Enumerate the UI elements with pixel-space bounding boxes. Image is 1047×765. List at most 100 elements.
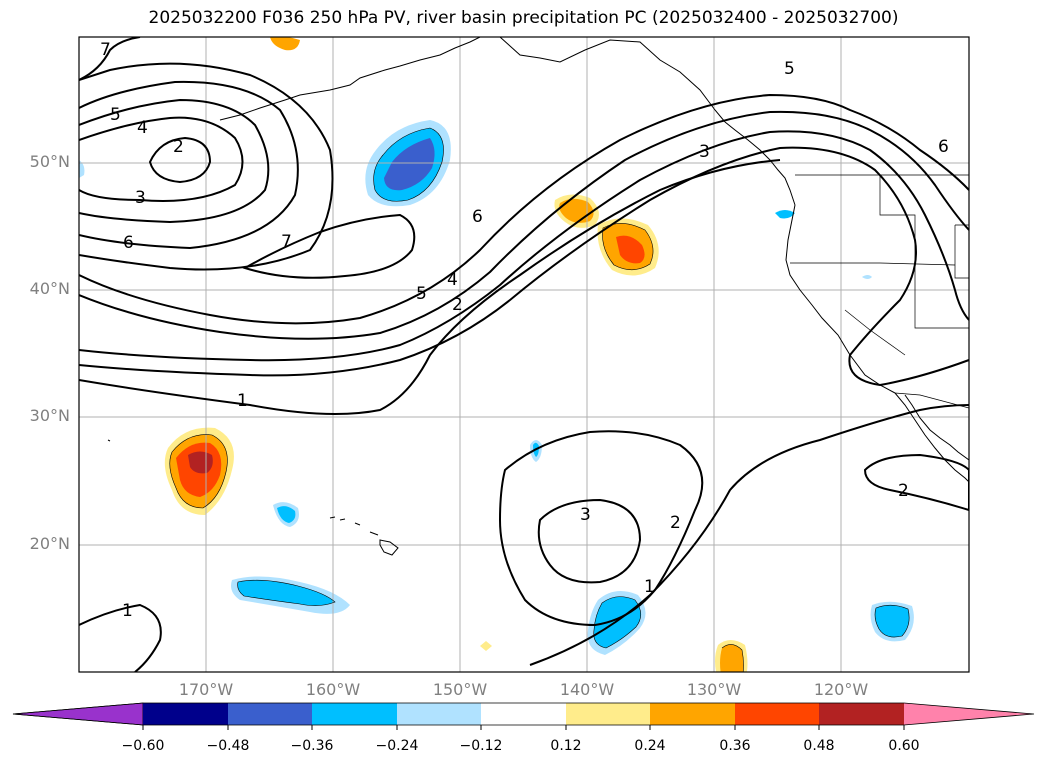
shade-blob-neg [277, 506, 296, 523]
colorbar [12, 702, 1035, 730]
contour-label: 5 [416, 284, 427, 304]
lon-label: 150°W [432, 680, 488, 699]
coast-gulf-california [904, 394, 969, 461]
colorbar-tick-label: 0.48 [803, 738, 835, 754]
shade-fleck [79, 160, 85, 178]
pv-contour-2-jet [79, 146, 969, 387]
border-state-3 [844, 309, 906, 356]
border-state-4 [954, 224, 969, 279]
colorbar-tick-label: 0.36 [719, 738, 751, 754]
shade-blob-pos [720, 644, 744, 672]
colorbar-bin [819, 703, 904, 725]
border-state-2 [879, 175, 969, 329]
coast-baja [894, 392, 969, 483]
pv-contour-2-east [863, 453, 969, 512]
contour-label: 4 [447, 270, 458, 290]
shade-fleck [862, 275, 872, 279]
lat-label: 30°N [29, 406, 70, 425]
coast-hawaii [329, 516, 399, 556]
contour-label: 4 [137, 118, 148, 138]
contour-label: 2 [452, 295, 463, 315]
colorbar-tick-label: −0.12 [459, 738, 503, 754]
shade-blob-neg [384, 138, 435, 191]
contour-label: 5 [784, 59, 795, 79]
contour-label: 5 [110, 105, 121, 125]
contour-label: 1 [644, 577, 655, 597]
shading-outlines [169, 127, 910, 672]
contour-label: 6 [472, 207, 483, 227]
contour-label: 1 [237, 391, 248, 411]
contour-label: 2 [898, 481, 909, 501]
pv-contour-1-sub [529, 404, 969, 666]
coast-alaska-south [499, 37, 726, 123]
coast-us-west [785, 204, 896, 394]
shade-blob-pos [616, 235, 645, 264]
pv-contour-7-top [79, 37, 141, 81]
colorbar-tick-label: 0.12 [550, 738, 582, 754]
lat-label: 40°N [29, 279, 70, 298]
contour-label: 3 [699, 142, 710, 162]
coast-aleutians [219, 37, 481, 121]
shade-fleck [270, 37, 300, 51]
map-frame [78, 36, 970, 673]
colorbar-extend-neg [12, 702, 144, 726]
coast-misc [107, 439, 111, 442]
pv-contour-4-jet [79, 130, 969, 362]
colorbar-bin [397, 703, 481, 725]
borders [790, 174, 969, 409]
colorbar-extend-pos [904, 703, 1034, 725]
coastlines [107, 37, 969, 556]
pv-contour-3-sub [537, 498, 642, 584]
contour-labels: 7 5 4 2 3 6 7 1 6 5 4 2 3 5 6 3 2 1 2 1 [100, 40, 949, 621]
contour-label: 3 [580, 505, 591, 525]
lon-label: 170°W [178, 680, 234, 699]
border-us-mexico [894, 392, 969, 409]
colorbar-bin [650, 703, 735, 725]
colorbar-tick-label: −0.60 [121, 738, 165, 754]
pv-contour-1-jet [79, 159, 781, 415]
colorbar-tick-label: −0.36 [290, 738, 334, 754]
contour-label: 2 [173, 137, 184, 157]
shade-blob-neg [237, 580, 335, 606]
gridlines [79, 37, 969, 672]
lon-label: 140°W [559, 680, 615, 699]
colorbar-bin [228, 703, 312, 725]
pv-contour-4 [79, 98, 270, 224]
pv-contour-1-sw [79, 603, 162, 672]
colorbar-bin [735, 703, 819, 725]
shade-blob-neg [593, 596, 641, 648]
pv-contour-3 [79, 116, 244, 202]
pv-contour-5 [79, 80, 299, 250]
colorbar-bin [481, 703, 566, 725]
colorbar-tick-label: 0.60 [888, 738, 920, 754]
shade-blob-neg [875, 605, 910, 638]
lon-label: 130°W [686, 680, 742, 699]
colorbar-bin [312, 703, 397, 725]
contour-label: 7 [100, 40, 111, 60]
contour-label: 7 [281, 232, 292, 252]
lat-label: 20°N [29, 534, 70, 553]
contour-label: 3 [135, 188, 146, 208]
pv-contours [79, 37, 969, 672]
pv-contour-6 [79, 62, 334, 271]
map-title: 2025032200 F036 250 hPa PV, river basin … [148, 8, 899, 28]
contour-label: 2 [670, 513, 681, 533]
border-state-1 [790, 262, 956, 266]
colorbar-tick-label: −0.24 [375, 738, 419, 754]
pv-contour-6-jet [79, 93, 969, 325]
lon-label: 120°W [813, 680, 869, 699]
contour-label: 6 [938, 137, 949, 157]
lat-label: 50°N [29, 152, 70, 171]
lon-label: 160°W [305, 680, 361, 699]
colorbar-tick-label: −0.48 [206, 738, 250, 754]
colorbar-bin [566, 703, 650, 725]
pv-contour-2 [148, 136, 212, 184]
shade-fleck [775, 210, 795, 219]
contour-label: 1 [122, 601, 133, 621]
shade-blob-pos [188, 451, 213, 474]
colorbar-tick-label: 0.24 [634, 738, 666, 754]
colorbar-bin [143, 703, 228, 725]
shade-fleck [480, 641, 492, 651]
shading-layer [79, 37, 914, 672]
